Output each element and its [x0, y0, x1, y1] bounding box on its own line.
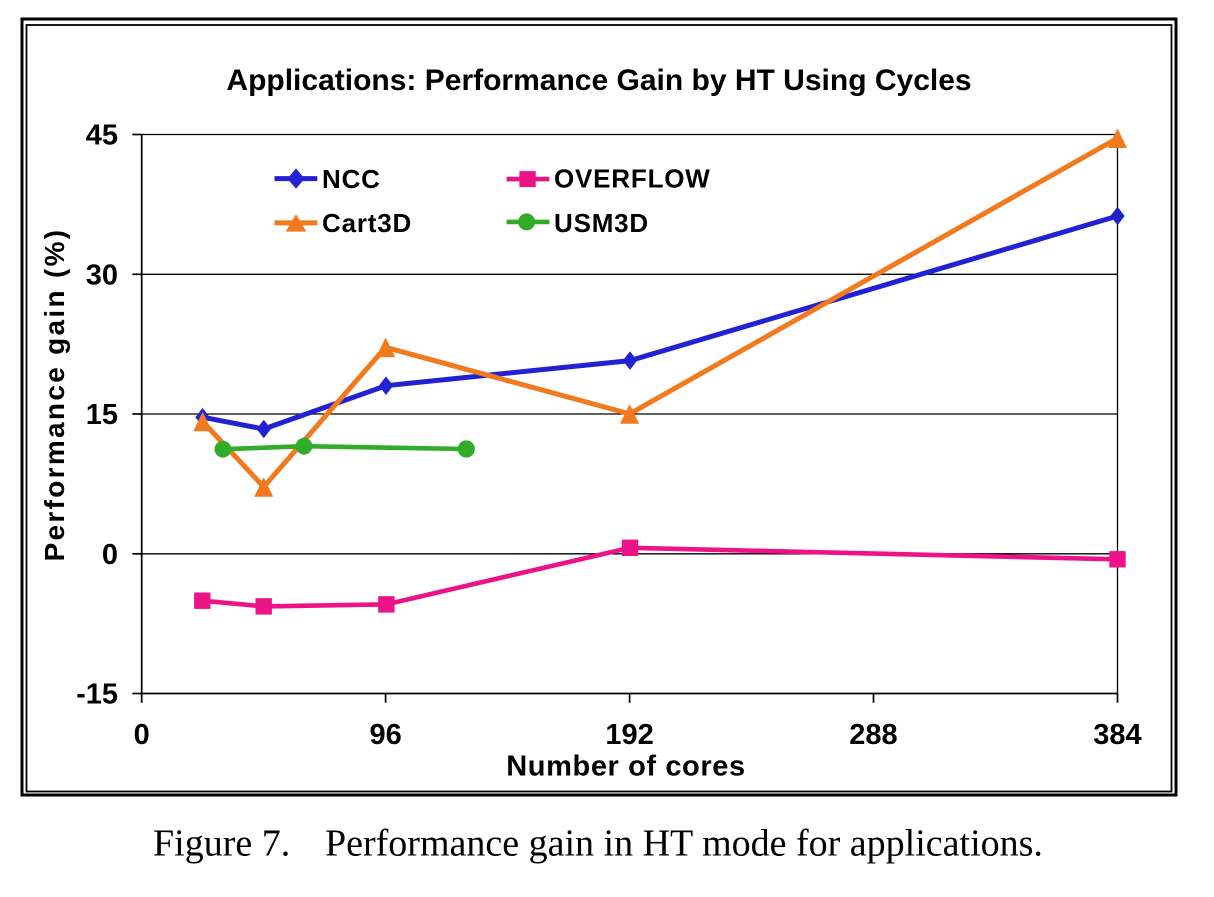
svg-text:384: 384 [1093, 719, 1141, 751]
svg-text:-15: -15 [76, 679, 118, 711]
svg-text:192: 192 [605, 719, 653, 751]
svg-text:Number of cores: Number of cores [506, 751, 745, 783]
svg-text:0: 0 [102, 539, 118, 571]
svg-text:NCC: NCC [322, 164, 381, 194]
svg-text:Performance gain (%): Performance gain (%) [39, 228, 70, 562]
svg-text:0: 0 [134, 719, 150, 751]
svg-text:OVERFLOW: OVERFLOW [554, 163, 711, 193]
svg-text:Cart3D: Cart3D [322, 208, 412, 238]
svg-text:30: 30 [86, 259, 118, 291]
svg-text:USM3D: USM3D [554, 208, 649, 238]
svg-text:Figure 7.: Figure 7. [153, 823, 290, 865]
svg-text:Applications: Performance Gain: Applications: Performance Gain by HT Usi… [226, 64, 971, 97]
svg-text:15: 15 [86, 399, 118, 431]
svg-text:288: 288 [849, 719, 897, 751]
svg-text:45: 45 [86, 120, 118, 152]
svg-text:96: 96 [369, 719, 401, 751]
svg-text:Performance gain in HT mode fo: Performance gain in HT mode for applicat… [325, 823, 1043, 865]
